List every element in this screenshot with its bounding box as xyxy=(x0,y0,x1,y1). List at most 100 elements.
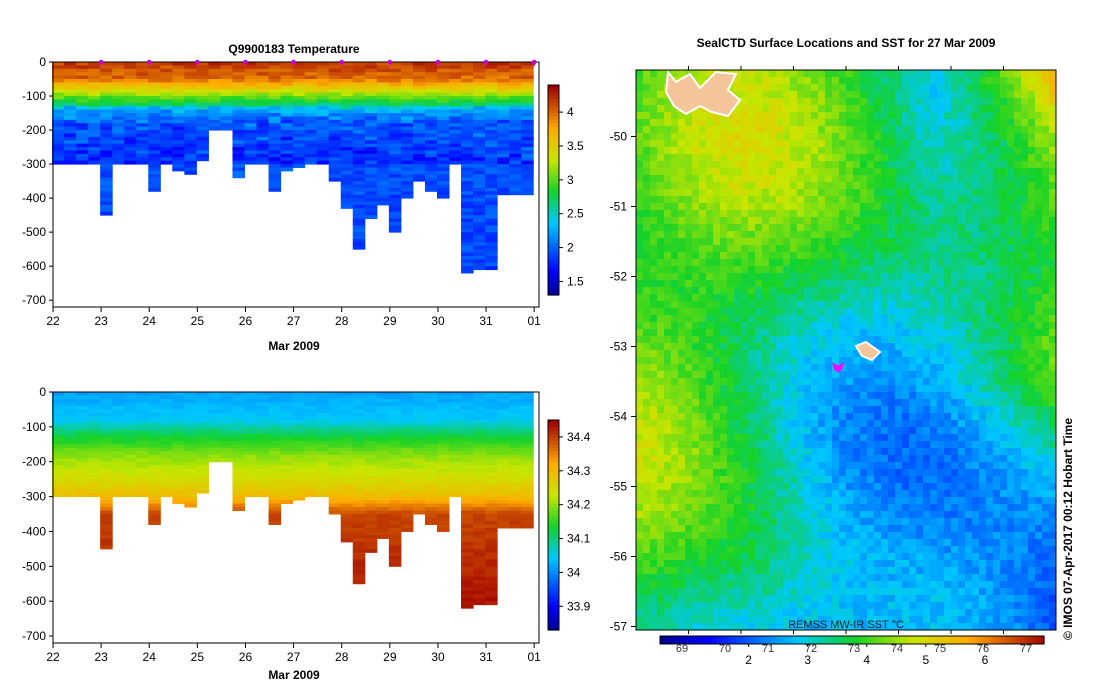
data-cell xyxy=(124,123,137,128)
data-cell xyxy=(352,569,366,574)
y-tick-label: -100 xyxy=(22,420,46,434)
data-cell xyxy=(497,496,510,501)
data-cell xyxy=(352,493,366,498)
data-cell xyxy=(497,493,510,498)
data-cell xyxy=(497,465,510,470)
sst-cell xyxy=(727,175,735,183)
data-cell xyxy=(316,62,330,66)
data-cell xyxy=(304,62,318,66)
sst-cell xyxy=(1021,238,1029,246)
sst-cell xyxy=(1042,140,1050,148)
data-cell xyxy=(172,89,185,94)
data-cell xyxy=(112,133,125,138)
sst-cell xyxy=(1014,154,1022,162)
sst-cell xyxy=(734,154,742,162)
sst-cell xyxy=(671,119,679,127)
sst-cell xyxy=(727,112,735,120)
colorbar-segment xyxy=(548,602,559,607)
data-cell xyxy=(340,204,354,209)
sst-cell xyxy=(783,70,791,78)
data-cell xyxy=(160,65,173,70)
data-cell xyxy=(485,594,498,599)
data-cell xyxy=(449,409,462,414)
data-cell xyxy=(244,493,258,498)
data-cell xyxy=(497,187,510,192)
sst-cell xyxy=(993,245,1001,253)
data-cell xyxy=(172,85,185,90)
sst-cell xyxy=(937,84,945,92)
data-cell xyxy=(473,106,486,111)
sst-cell xyxy=(888,84,896,92)
sst-cell xyxy=(1042,84,1050,92)
data-cell xyxy=(280,164,294,168)
data-cell xyxy=(364,465,378,470)
sst-cell xyxy=(657,161,665,169)
data-cell xyxy=(148,398,161,403)
data-cell xyxy=(328,454,342,459)
colorbar-frame xyxy=(547,419,560,631)
data-cell xyxy=(461,106,474,111)
sst-cell xyxy=(944,175,952,183)
data-cell xyxy=(485,587,498,592)
data-cell xyxy=(497,79,510,83)
sst-cell xyxy=(762,133,770,141)
sst-cell xyxy=(804,98,812,106)
data-cell xyxy=(412,164,426,168)
sst-cell xyxy=(979,70,987,78)
data-cell xyxy=(473,451,486,456)
sst-cell xyxy=(741,98,749,106)
data-cell xyxy=(268,465,282,470)
sst-cell xyxy=(790,112,798,120)
sst-cell xyxy=(1035,273,1043,281)
data-cell xyxy=(256,475,270,480)
sst-cell xyxy=(958,112,966,120)
data-cell xyxy=(76,447,89,452)
sst-cell xyxy=(902,266,910,274)
data-cell xyxy=(196,426,209,431)
sst-cell xyxy=(972,238,980,246)
sst-cell xyxy=(685,112,693,120)
sst-cell xyxy=(818,259,826,267)
data-cell xyxy=(473,215,486,220)
data-cell xyxy=(461,412,474,417)
data-cell xyxy=(160,133,173,138)
sst-cell xyxy=(699,168,707,176)
sst-cell xyxy=(664,182,672,190)
data-cell xyxy=(136,437,149,442)
sst-cell xyxy=(706,252,714,260)
data-cell xyxy=(76,123,89,128)
data-cell xyxy=(244,126,258,131)
y-tick-label: -200 xyxy=(22,123,46,137)
sst-cell xyxy=(636,238,644,246)
data-cell xyxy=(232,75,246,80)
sst-cell xyxy=(734,133,742,141)
data-cell xyxy=(364,208,378,213)
data-cell xyxy=(88,395,101,400)
data-cell xyxy=(400,392,414,396)
data-cell xyxy=(112,96,125,100)
data-cell xyxy=(100,194,113,199)
data-cell xyxy=(400,409,414,414)
data-cell xyxy=(485,419,498,424)
data-cell xyxy=(208,82,221,87)
data-cell xyxy=(88,113,101,117)
data-cell xyxy=(244,75,258,80)
sst-cell xyxy=(650,140,658,148)
data-cell xyxy=(328,437,342,442)
sst-cell xyxy=(643,70,651,78)
data-cell xyxy=(232,486,246,491)
sst-cell xyxy=(881,259,889,267)
data-cell xyxy=(424,398,438,403)
data-cell xyxy=(244,106,258,111)
colorbar-segment xyxy=(548,479,559,484)
data-cell xyxy=(424,136,438,141)
sst-cell xyxy=(804,273,812,281)
sst-cell xyxy=(678,161,686,169)
map-title: SealCTD Surface Locations and SST for 27… xyxy=(697,36,996,50)
sst-cell xyxy=(741,238,749,246)
data-cell xyxy=(256,130,270,134)
sst-cell xyxy=(965,77,973,85)
data-cell xyxy=(376,486,390,491)
sst-cell xyxy=(748,182,756,190)
data-cell xyxy=(136,150,149,155)
